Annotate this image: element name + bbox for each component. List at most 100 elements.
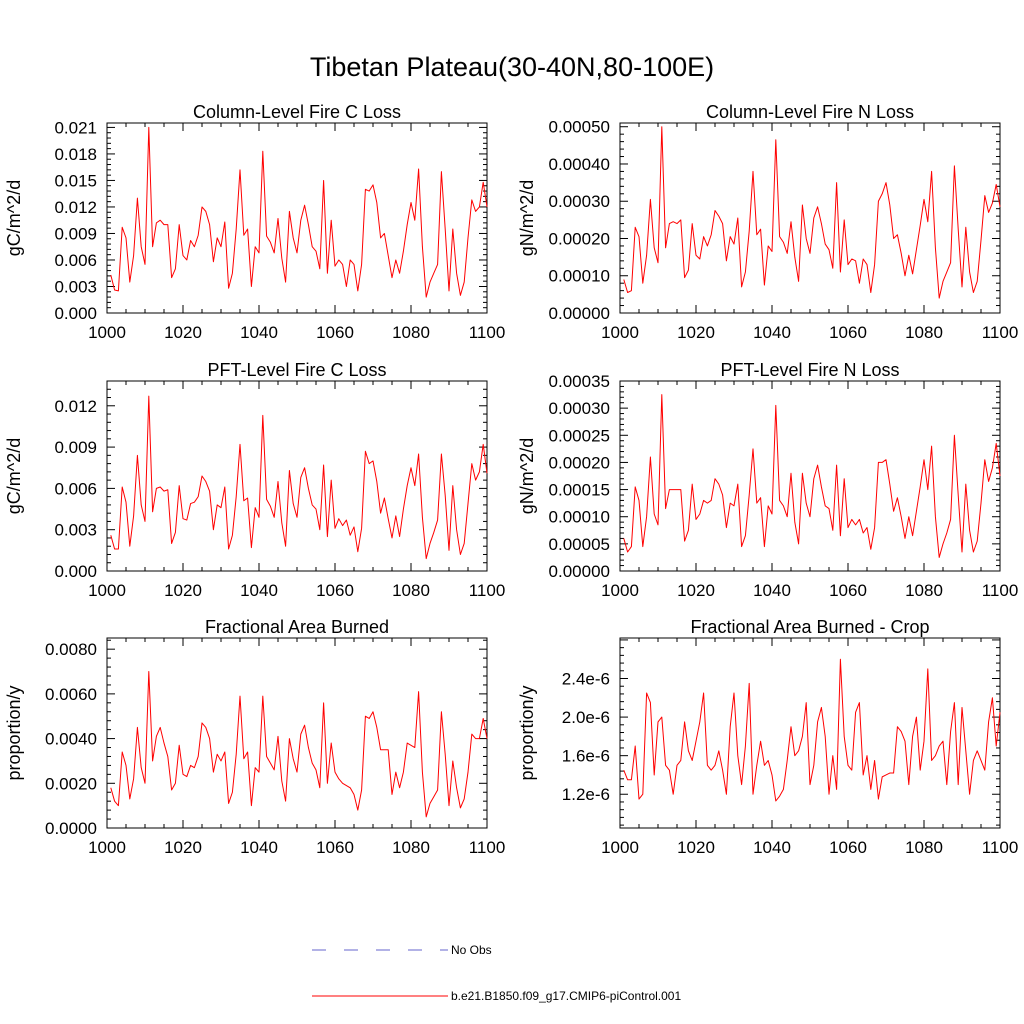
y-tick-label: 2.0e-6	[562, 708, 610, 727]
x-tick-label: 1100	[982, 581, 1019, 600]
y-tick-label: 0.00030	[549, 192, 610, 211]
legend-obs-label: No Obs	[451, 943, 492, 957]
y-tick-label: 0.00050	[549, 118, 610, 137]
panel-title: PFT-Level Fire N Loss	[720, 360, 899, 380]
y-tick-label: 0.009	[54, 438, 97, 457]
x-tick-label: 1060	[316, 838, 354, 857]
y-axis-label: gC/m^2/d	[4, 438, 24, 514]
y-axis-label: proportion/y	[4, 685, 24, 780]
y-tick-label: 0.00005	[549, 535, 610, 554]
x-tick-label: 1000	[601, 838, 639, 857]
x-tick-label: 1020	[164, 323, 202, 342]
series-line	[110, 671, 488, 818]
panel-title: Fractional Area Burned - Crop	[690, 617, 929, 637]
series-line	[623, 394, 1001, 558]
x-tick-label: 1060	[829, 838, 867, 857]
panel-title: Column-Level Fire N Loss	[706, 102, 914, 122]
y-tick-label: 0.015	[54, 171, 97, 190]
y-tick-label: 0.0020	[45, 774, 97, 793]
x-tick-label: 1100	[469, 323, 506, 342]
y-tick-label: 0.009	[54, 224, 97, 243]
y-tick-label: 0.000	[54, 304, 97, 323]
x-tick-label: 1020	[677, 323, 715, 342]
series-line	[623, 126, 1001, 299]
x-tick-label: 1080	[905, 323, 943, 342]
x-tick-label: 1000	[88, 838, 126, 857]
y-tick-label: 1.2e-6	[562, 785, 610, 804]
y-tick-label: 0.012	[54, 397, 97, 416]
y-axis-label: proportion/y	[517, 685, 537, 780]
y-tick-label: 0.00020	[549, 453, 610, 472]
x-tick-label: 1020	[677, 838, 715, 857]
y-tick-label: 0.00000	[549, 304, 610, 323]
y-tick-label: 0.00015	[549, 481, 610, 500]
x-tick-label: 1060	[316, 581, 354, 600]
x-tick-label: 1020	[164, 581, 202, 600]
panels: Column-Level Fire C Loss gC/m^2/d 1000 1020…	[4, 102, 1018, 857]
chart-panel-4: PFT-Level Fire N Loss gN/m^2/d 1000 1020 104…	[517, 360, 1018, 600]
x-tick-label: 1100	[982, 323, 1019, 342]
chart-panel-1: Column-Level Fire C Loss gC/m^2/d 1000 1020…	[4, 102, 505, 342]
x-tick-label: 1040	[240, 323, 278, 342]
y-tick-label: 0.021	[54, 118, 97, 137]
x-tick-label: 1000	[601, 323, 639, 342]
x-tick-label: 1080	[392, 838, 430, 857]
y-tick-label: 0.0060	[45, 685, 97, 704]
x-tick-label: 1060	[829, 323, 867, 342]
x-tick-label: 1040	[240, 581, 278, 600]
y-tick-label: 0.006	[54, 479, 97, 498]
y-tick-label: 0.0000	[45, 819, 97, 838]
x-tick-label: 1020	[677, 581, 715, 600]
y-tick-label: 0.00025	[549, 426, 610, 445]
panel-title: PFT-Level Fire C Loss	[207, 360, 386, 380]
x-tick-label: 1100	[982, 838, 1019, 857]
chart-panel-3: PFT-Level Fire C Loss gC/m^2/d 1000 1020 104…	[4, 360, 505, 600]
x-tick-label: 1040	[753, 323, 791, 342]
y-axis-label: gN/m^2/d	[517, 438, 537, 514]
chart-panel-5: Fractional Area Burned proportion/y 1000 10…	[4, 617, 505, 857]
y-axis-label: gC/m^2/d	[4, 180, 24, 256]
x-tick-label: 1040	[753, 838, 791, 857]
x-tick-label: 1080	[905, 581, 943, 600]
x-tick-label: 1100	[469, 581, 506, 600]
y-axis-label: gN/m^2/d	[517, 180, 537, 256]
chart-panel-2: Column-Level Fire N Loss gN/m^2/d 1000 1020…	[517, 102, 1018, 342]
legend: No Obs b.e21.B1850.f09_g17.CMIP6-piContr…	[312, 943, 681, 1003]
y-tick-label: 0.018	[54, 145, 97, 164]
legend-model-label: b.e21.B1850.f09_g17.CMIP6-piControl.001	[451, 989, 681, 1003]
y-tick-label: 0.012	[54, 198, 97, 217]
y-tick-label: 1.6e-6	[562, 747, 610, 766]
y-tick-label: 0.000	[54, 562, 97, 581]
x-tick-label: 1040	[240, 838, 278, 857]
y-tick-label: 0.0080	[45, 640, 97, 659]
y-tick-label: 0.00030	[549, 399, 610, 418]
x-tick-label: 1000	[601, 581, 639, 600]
y-tick-label: 0.00035	[549, 372, 610, 391]
y-tick-label: 0.006	[54, 251, 97, 270]
x-tick-label: 1060	[829, 581, 867, 600]
x-tick-label: 1100	[469, 838, 506, 857]
x-tick-label: 1080	[392, 323, 430, 342]
series-line	[110, 395, 488, 560]
x-tick-label: 1000	[88, 323, 126, 342]
y-tick-label: 0.00000	[549, 562, 610, 581]
y-tick-label: 0.00010	[549, 267, 610, 286]
x-tick-label: 1080	[905, 838, 943, 857]
y-tick-label: 0.00040	[549, 155, 610, 174]
y-tick-label: 0.003	[54, 521, 97, 540]
panel-title: Fractional Area Burned	[205, 617, 389, 637]
x-tick-label: 1000	[88, 581, 126, 600]
x-tick-label: 1020	[164, 838, 202, 857]
figure-title: Tibetan Plateau(30-40N,80-100E)	[310, 52, 714, 82]
y-tick-label: 2.4e-6	[562, 670, 610, 689]
series-line	[623, 658, 1001, 802]
y-tick-label: 0.003	[54, 277, 97, 296]
chart-panel-6: Fractional Area Burned - Crop proportion/…	[517, 617, 1018, 857]
y-tick-label: 0.0040	[45, 730, 97, 749]
panel-title: Column-Level Fire C Loss	[193, 102, 401, 122]
x-tick-label: 1060	[316, 323, 354, 342]
y-tick-label: 0.00020	[549, 229, 610, 248]
x-tick-label: 1080	[392, 581, 430, 600]
